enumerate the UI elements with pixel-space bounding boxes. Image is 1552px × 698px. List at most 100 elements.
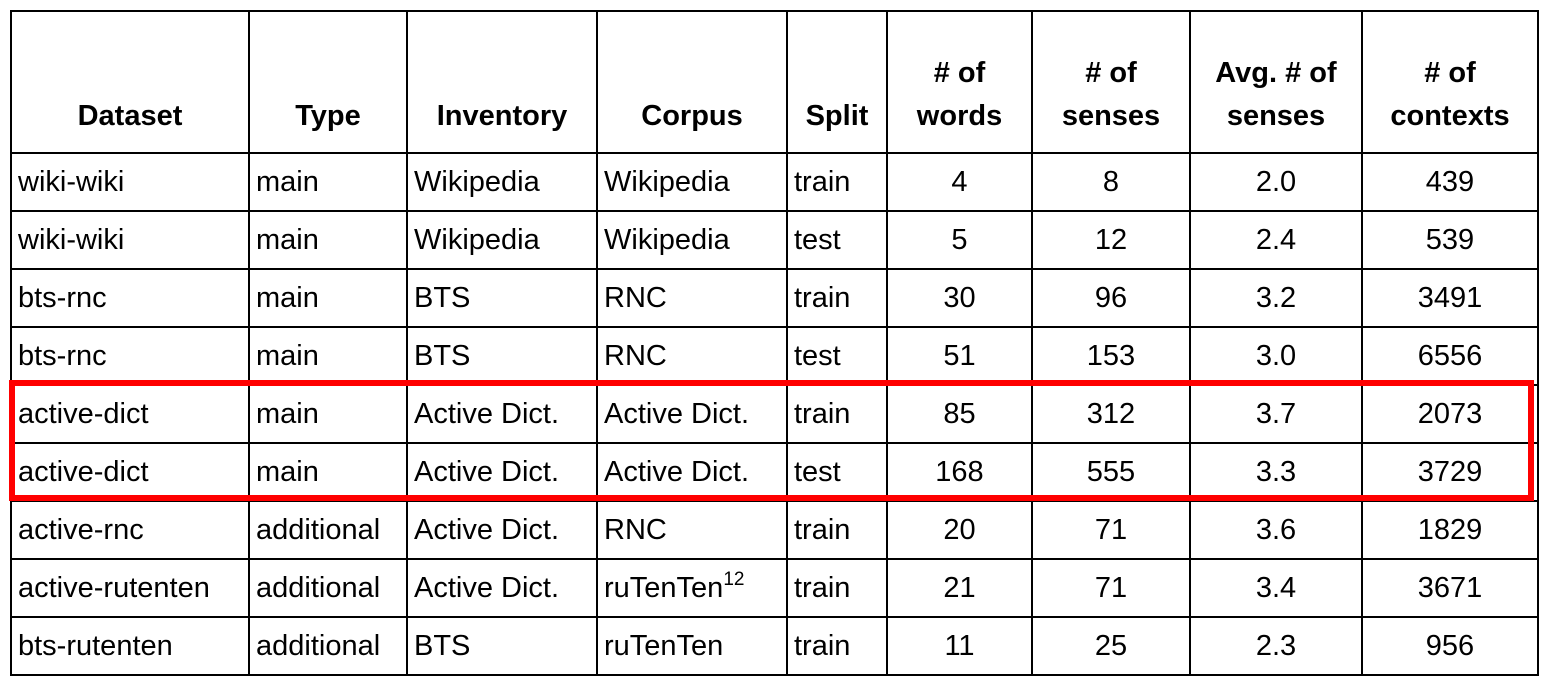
cell-num-words: 11	[886, 616, 1033, 676]
cell-num-senses: 96	[1031, 268, 1191, 328]
table-row: active-rutenten additional Active Dict. ruT…	[10, 558, 1539, 618]
cell-avg-senses: 2.4	[1189, 210, 1363, 270]
cell-dataset: bts-rutenten	[10, 616, 250, 676]
cell-inventory: Wikipedia	[406, 152, 598, 212]
cell-dataset: active-dict	[10, 442, 250, 502]
cell-num-words: 20	[886, 500, 1033, 560]
cell-avg-senses: 2.3	[1189, 616, 1363, 676]
table-row: bts-rnc main BTS RNC train 30 96 3.2 3491	[10, 268, 1539, 328]
cell-inventory: Active Dict.	[406, 558, 598, 618]
cell-num-contexts: 539	[1361, 210, 1539, 270]
cell-avg-senses: 3.3	[1189, 442, 1363, 502]
cell-split: train	[786, 268, 888, 328]
cell-split: test	[786, 210, 888, 270]
cell-type: main	[248, 268, 408, 328]
cell-num-words: 168	[886, 442, 1033, 502]
header-num-senses: # of senses	[1031, 10, 1191, 154]
cell-dataset: bts-rnc	[10, 326, 250, 386]
cell-num-words: 21	[886, 558, 1033, 618]
cell-dataset: wiki-wiki	[10, 210, 250, 270]
cell-dataset: active-rutenten	[10, 558, 250, 618]
table-header-row: Dataset Type Inventory Corpus Split # of…	[10, 10, 1539, 154]
cell-avg-senses: 2.0	[1189, 152, 1363, 212]
cell-type: main	[248, 384, 408, 444]
table-row: bts-rutenten additional BTS ruTenTen train 11…	[10, 616, 1539, 676]
table-row: active-rnc additional Active Dict. RNC train…	[10, 500, 1539, 560]
cell-dataset: active-dict	[10, 384, 250, 444]
cell-num-senses: 12	[1031, 210, 1191, 270]
cell-num-senses: 71	[1031, 558, 1191, 618]
cell-num-contexts: 3671	[1361, 558, 1539, 618]
cell-split: train	[786, 384, 888, 444]
table-body: wiki-wiki main Wikipedia Wikipedia train 4 8 2.…	[10, 152, 1539, 676]
cell-type: additional	[248, 500, 408, 560]
cell-type: additional	[248, 616, 408, 676]
clipped-caption-text	[20, 0, 1540, 8]
header-avg-senses: Avg. # of senses	[1189, 10, 1363, 154]
cell-num-senses: 71	[1031, 500, 1191, 560]
cell-num-words: 5	[886, 210, 1033, 270]
cell-inventory: Active Dict.	[406, 384, 598, 444]
cell-corpus: Wikipedia	[596, 152, 788, 212]
cell-inventory: Active Dict.	[406, 442, 598, 502]
cell-split: test	[786, 326, 888, 386]
header-split: Split	[786, 10, 888, 154]
table-row: active-dict main Active Dict. Active Dict. t…	[10, 442, 1539, 502]
cell-corpus: ruTenTen	[596, 616, 788, 676]
cell-split: train	[786, 500, 888, 560]
cell-dataset: active-rnc	[10, 500, 250, 560]
cell-corpus: RNC	[596, 500, 788, 560]
cell-num-senses: 153	[1031, 326, 1191, 386]
cell-corpus: Active Dict.	[596, 442, 788, 502]
cell-type: main	[248, 210, 408, 270]
cell-split: test	[786, 442, 888, 502]
cell-inventory: BTS	[406, 326, 598, 386]
header-type: Type	[248, 10, 408, 154]
cell-type: additional	[248, 558, 408, 618]
cell-type: main	[248, 152, 408, 212]
cell-num-contexts: 439	[1361, 152, 1539, 212]
header-num-contexts: # of contexts	[1361, 10, 1539, 154]
cell-num-words: 85	[886, 384, 1033, 444]
table-row: wiki-wiki main Wikipedia Wikipedia train 4 8 2.…	[10, 152, 1539, 212]
cell-split: train	[786, 616, 888, 676]
cell-num-contexts: 1829	[1361, 500, 1539, 560]
cell-avg-senses: 3.4	[1189, 558, 1363, 618]
cell-split: train	[786, 558, 888, 618]
cell-num-contexts: 2073	[1361, 384, 1539, 444]
cell-dataset: bts-rnc	[10, 268, 250, 328]
table-row: bts-rnc main BTS RNC test 51 153 3.0 6556	[10, 326, 1539, 386]
header-num-words: # of words	[886, 10, 1033, 154]
cell-avg-senses: 3.6	[1189, 500, 1363, 560]
cell-avg-senses: 3.0	[1189, 326, 1363, 386]
cell-num-contexts: 956	[1361, 616, 1539, 676]
table-row: active-dict main Active Dict. Active Dict. t…	[10, 384, 1539, 444]
cell-num-words: 4	[886, 152, 1033, 212]
cell-num-words: 30	[886, 268, 1033, 328]
cell-inventory: Wikipedia	[406, 210, 598, 270]
cell-type: main	[248, 442, 408, 502]
cell-avg-senses: 3.7	[1189, 384, 1363, 444]
table-row: wiki-wiki main Wikipedia Wikipedia test 5 12 2.…	[10, 210, 1539, 270]
dataset-statistics-table: Dataset Type Inventory Corpus Split # of…	[10, 10, 1539, 676]
cell-num-senses: 8	[1031, 152, 1191, 212]
cell-corpus: Active Dict.	[596, 384, 788, 444]
cell-dataset: wiki-wiki	[10, 152, 250, 212]
header-inventory: Inventory	[406, 10, 598, 154]
cell-type: main	[248, 326, 408, 386]
cell-num-words: 51	[886, 326, 1033, 386]
cell-num-senses: 25	[1031, 616, 1191, 676]
cell-inventory: BTS	[406, 616, 598, 676]
cell-corpus: Wikipedia	[596, 210, 788, 270]
cell-corpus: RNC	[596, 326, 788, 386]
footnote-marker: 12	[723, 568, 745, 590]
header-dataset: Dataset	[10, 10, 250, 154]
header-corpus: Corpus	[596, 10, 788, 154]
cell-num-contexts: 3729	[1361, 442, 1539, 502]
cell-inventory: Active Dict.	[406, 500, 598, 560]
cell-corpus: RNC	[596, 268, 788, 328]
cell-num-contexts: 3491	[1361, 268, 1539, 328]
cell-corpus: ruTenTen12	[596, 558, 788, 618]
cell-split: train	[786, 152, 888, 212]
cell-num-senses: 555	[1031, 442, 1191, 502]
